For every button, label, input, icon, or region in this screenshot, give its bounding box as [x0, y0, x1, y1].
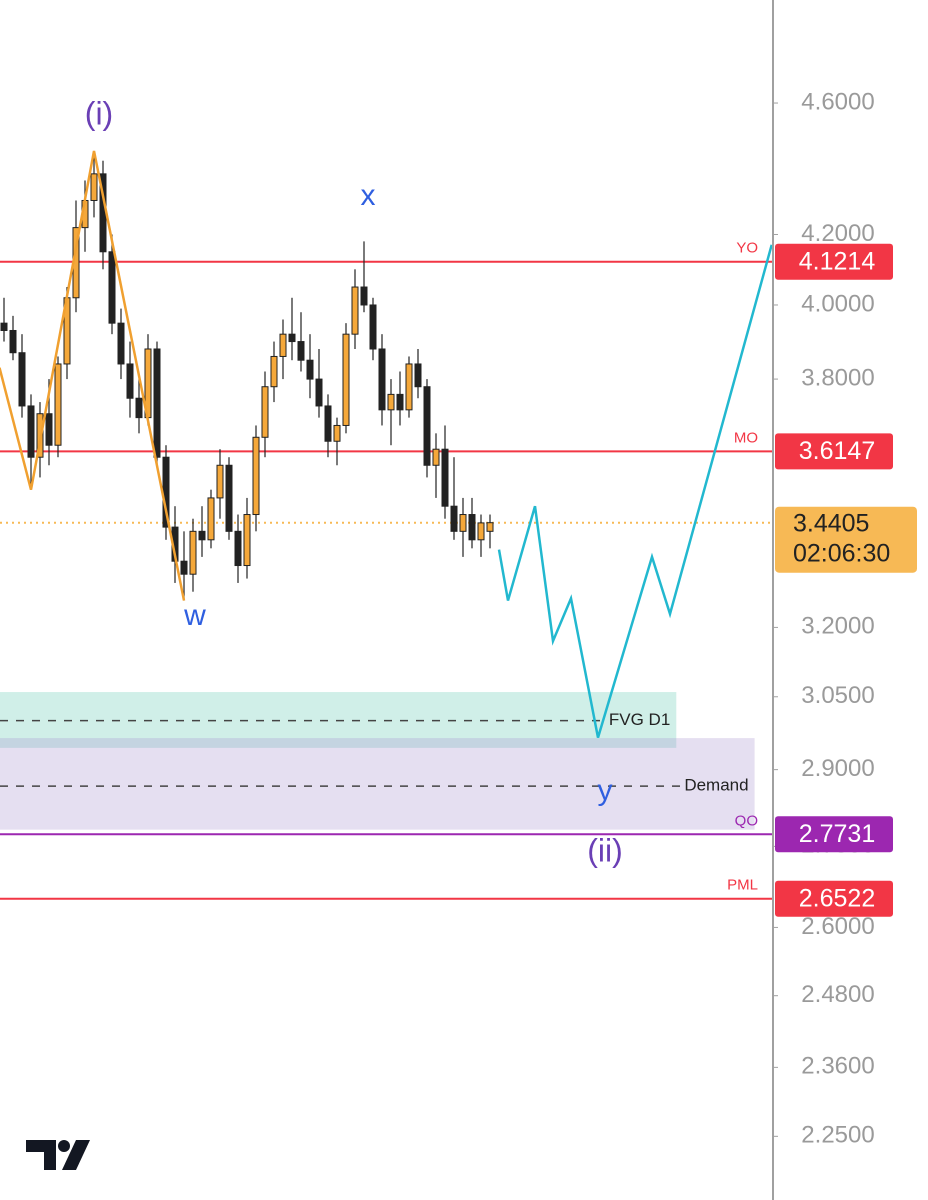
candle-body	[441, 448, 449, 507]
current-badge	[775, 506, 917, 573]
candle-body	[297, 341, 305, 361]
level-name: MO	[734, 429, 758, 446]
price-badge	[775, 433, 893, 470]
wave-label: y	[598, 774, 613, 807]
y-tick-label: 4.2000	[801, 220, 874, 247]
candle-body	[45, 413, 53, 446]
y-tick-label: 3.8000	[801, 364, 874, 391]
wave-label: w	[183, 599, 206, 632]
zone-label: FVG D1	[609, 710, 670, 729]
candle-body	[315, 378, 323, 407]
price-badge	[775, 816, 893, 853]
candle-body	[216, 464, 224, 499]
candle-body	[306, 359, 314, 380]
candle-body	[279, 333, 287, 357]
candle-body	[207, 497, 215, 541]
candle-body	[423, 386, 431, 466]
level-name: QO	[735, 812, 758, 829]
y-tick-label: 2.4800	[801, 981, 874, 1008]
candle-body	[234, 530, 242, 567]
y-tick-label: 2.6000	[801, 913, 874, 940]
candle-body	[117, 322, 125, 365]
wave-label: x	[361, 179, 376, 212]
y-tick-label: 3.0500	[801, 682, 874, 709]
candle-body	[333, 424, 341, 442]
candle-body	[450, 505, 458, 532]
price-badge-label: 4.1214	[799, 247, 876, 275]
zone	[0, 738, 755, 830]
wave-label: (i)	[85, 95, 113, 131]
candle-body	[378, 348, 386, 411]
level-name: YO	[736, 240, 758, 257]
candle-body	[405, 363, 413, 411]
candle-body	[9, 329, 17, 354]
price-badge	[775, 880, 893, 917]
y-tick-label: 2.3600	[801, 1053, 874, 1080]
price-axis: 4.6000 4.2000 4.0000 3.8000 3.2000 3.0500 2.90…	[773, 88, 917, 1149]
zone-label: Demand	[684, 776, 748, 795]
y-tick-label: 4.0000	[801, 290, 874, 317]
candle-body	[27, 405, 35, 458]
candle-body	[54, 363, 62, 446]
candle-body	[414, 363, 422, 388]
candle-body	[252, 436, 260, 516]
price-badge-label: 2.6522	[799, 884, 875, 912]
candle-body	[108, 251, 116, 324]
projection-path	[497, 244, 773, 738]
countdown-label: 02:06:30	[793, 539, 890, 567]
candle-body	[180, 560, 188, 575]
candle-body	[18, 352, 26, 407]
candle-body	[90, 173, 98, 201]
candle-body	[189, 530, 197, 575]
candle-body	[459, 514, 467, 532]
candle-body	[360, 286, 368, 306]
candle-body	[261, 386, 269, 438]
candle-body	[198, 530, 206, 541]
plot: YO MO QO PML	[0, 150, 773, 900]
y-tick-label: 2.9000	[801, 755, 874, 782]
candle-body	[270, 355, 278, 388]
candle-body	[468, 514, 476, 541]
level-name: PML	[727, 877, 758, 894]
current-price-label: 3.4405	[793, 509, 869, 537]
candle-body	[288, 333, 296, 343]
tradingview-logo	[26, 1140, 90, 1170]
y-tick-label: 4.6000	[801, 88, 874, 115]
candle-body	[243, 514, 251, 567]
candle-body	[225, 464, 233, 532]
y-tick-label: 3.2000	[801, 613, 874, 640]
price-badge	[775, 243, 893, 280]
candle-body	[369, 304, 377, 350]
candle-body	[396, 393, 404, 411]
wave-line	[0, 150, 186, 601]
candle-body	[486, 522, 494, 532]
candle-body	[135, 397, 143, 419]
candle-body	[477, 522, 485, 541]
candle-body	[126, 363, 134, 399]
candle-body	[324, 405, 332, 442]
price-badge-label: 2.7731	[799, 820, 875, 848]
candle-body	[0, 322, 8, 331]
price-badge-label: 3.6147	[799, 437, 875, 465]
candle-body	[153, 348, 161, 458]
candle-body	[351, 286, 359, 335]
zones: FVG D1 Demand	[0, 692, 755, 830]
candle-body	[432, 448, 440, 466]
y-tick-label: 2.2500	[801, 1122, 874, 1149]
candle-body	[342, 333, 350, 426]
wave-label: (ii)	[587, 832, 623, 868]
candle-body	[387, 393, 395, 411]
